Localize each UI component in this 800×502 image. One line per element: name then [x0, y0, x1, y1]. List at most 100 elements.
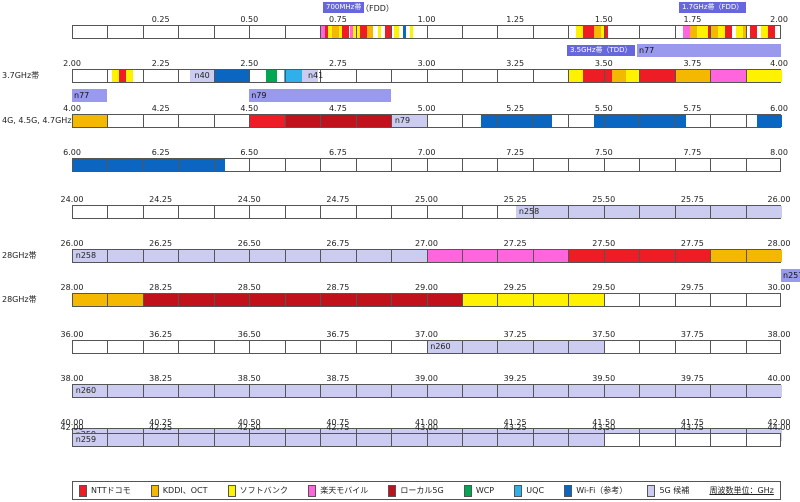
cell-separator: [320, 250, 322, 262]
cell-separator: [320, 159, 322, 171]
cell-separator: [710, 250, 712, 262]
tick-label: 36.75: [326, 330, 350, 339]
row-side-label: 28GHz帯: [2, 295, 37, 304]
cell-separator: [213, 206, 215, 218]
cell-separator: [532, 385, 534, 397]
cell-separator: [639, 206, 641, 218]
cell-separator: [745, 115, 747, 127]
legend-swatch: [79, 484, 87, 497]
cell-separator: [391, 159, 393, 171]
cell-separator: [178, 159, 180, 171]
cell-separator: [107, 250, 109, 262]
cell-separator: [142, 294, 144, 306]
legend: NTTドコモ KDDI、OCT ソフトバンク 楽天モバイル ローカル5G WCP UQC Wi…: [72, 481, 781, 500]
band-inline-tag: n79: [394, 116, 411, 125]
tick-label: 43.75: [680, 423, 704, 432]
cell-separator: [284, 206, 286, 218]
tick-label: 26.25: [149, 239, 173, 248]
allocation-segment-kddi: [689, 26, 697, 38]
legend-item-candidate: 5G 候補: [647, 484, 689, 497]
cell-separator: [391, 385, 393, 397]
legend-label: Wi-Fi（参考）: [576, 486, 628, 495]
tick-label: 1.00: [417, 15, 436, 24]
allocation-segment-ntt: [707, 26, 712, 38]
allocation-segment-ntt: [250, 115, 286, 127]
tick-label: 41.75: [680, 418, 704, 427]
band-inline-tag: n41: [307, 71, 324, 80]
tick-label: 2.50: [240, 59, 259, 68]
cell-separator: [284, 341, 286, 353]
cell-separator: [213, 26, 215, 38]
cell-separator: [213, 341, 215, 353]
allocation-segment-softbank: [601, 26, 605, 38]
tick-label: 39.75: [680, 374, 704, 383]
tick-label: 39.25: [503, 374, 527, 383]
cell-separator: [142, 434, 144, 446]
cell-separator: [639, 341, 641, 353]
cell-separator: [674, 434, 676, 446]
tick-label: 40.25: [149, 418, 173, 427]
band-bar-n257: n257: [781, 269, 800, 282]
allocation-segment-kddi: [331, 26, 339, 38]
tick-label: 24.00: [60, 195, 84, 204]
cell-separator: [391, 26, 393, 38]
cell-separator: [391, 115, 393, 127]
allocation-segment-softbank: [377, 26, 382, 38]
tick-label: 42.50: [237, 423, 261, 432]
band-bar-n77-top: n77: [637, 44, 781, 57]
cell-separator: [568, 206, 570, 218]
frequency-track: n79: [72, 114, 782, 128]
tick-label: 0.25: [151, 15, 170, 24]
tick-label: 5.25: [506, 104, 525, 113]
tick-label: 30.00: [767, 283, 791, 292]
band-tag-700mhz: 700MHz帯: [323, 2, 365, 13]
cell-separator: [603, 115, 605, 127]
allocation-segment-wifi: [73, 159, 226, 171]
tick-label: 3.50: [594, 59, 613, 68]
cell-separator: [745, 70, 747, 82]
tick-label: 38.00: [60, 374, 84, 383]
cell-separator: [249, 206, 251, 218]
cell-separator: [532, 159, 534, 171]
frequency-track: n258: [72, 249, 782, 263]
cell-separator: [497, 294, 499, 306]
cell-separator: [284, 26, 286, 38]
cell-separator: [674, 26, 676, 38]
allocation-segment-ntt: [569, 250, 712, 262]
cell-separator: [249, 26, 251, 38]
cell-separator: [603, 250, 605, 262]
cell-separator: [568, 115, 570, 127]
cell-separator: [142, 206, 144, 218]
legend-item-rakuten: 楽天モバイル: [308, 484, 368, 497]
tick-label: 7.25: [506, 148, 525, 157]
tick-label: 4.00: [770, 59, 788, 68]
cell-separator: [355, 159, 357, 171]
tick-label: 26.00: [60, 239, 84, 248]
tick-label: 3.25: [506, 59, 525, 68]
frequency-track: n259: [72, 433, 781, 447]
cell-separator: [142, 341, 144, 353]
legend-swatch: [388, 484, 397, 497]
frequency-track: [72, 158, 781, 172]
tick-label: 36.00: [60, 330, 84, 339]
allocation-segment-local5g: [143, 294, 463, 306]
allocation-segment-softbank: [328, 26, 332, 38]
allocation-segment-candidate: [189, 70, 215, 82]
allocation-segment-kddi: [73, 294, 144, 306]
allocation-segment-ntt: [725, 26, 733, 38]
tick-label: 29.50: [592, 283, 616, 292]
cell-separator: [213, 385, 215, 397]
allocation-segment-uqc: [283, 70, 302, 82]
cell-separator: [284, 385, 286, 397]
band-inline-tag: n259: [75, 435, 97, 444]
legend-label: NTTドコモ: [91, 486, 131, 495]
allocation-segment-wifi: [214, 70, 251, 82]
legend-label: ローカル5G: [400, 486, 444, 495]
tick-label: 1.50: [594, 15, 613, 24]
tick-label: 29.75: [680, 283, 704, 292]
band-tag-1-7ghz-label: 1.7GHz帯（FDD）: [682, 3, 744, 11]
tick-label: 4.50: [240, 104, 259, 113]
tick-label: 4.00: [63, 104, 81, 113]
cell-separator: [426, 26, 428, 38]
legend-swatch: [514, 484, 523, 497]
